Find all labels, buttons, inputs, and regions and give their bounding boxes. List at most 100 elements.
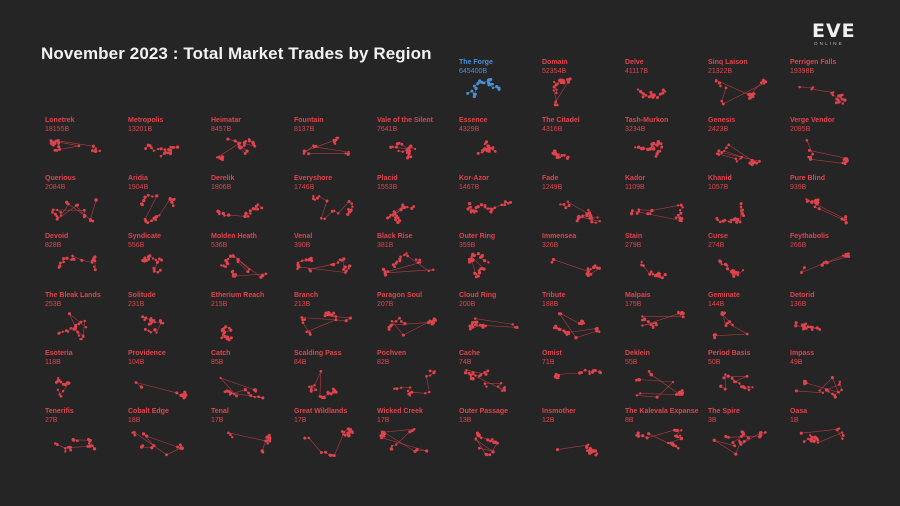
map-system: [506, 201, 510, 205]
map-system: [175, 391, 179, 395]
map-system: [230, 270, 234, 274]
map-system: [812, 439, 816, 443]
map-link: [56, 204, 78, 220]
map-link: [220, 377, 255, 391]
map-system: [715, 152, 719, 155]
map-system: [712, 333, 717, 337]
region-kador: Kador 1109B: [625, 175, 705, 231]
map-system: [131, 431, 134, 434]
map-system: [484, 372, 488, 376]
map-system: [741, 269, 745, 272]
region-name: The Kalevala Expanse: [625, 408, 699, 415]
map-system: [247, 391, 250, 395]
map-system: [649, 373, 654, 377]
map-system: [150, 146, 153, 150]
region-verge-vendor: Verge Vendor 2095B: [790, 117, 870, 173]
map-link: [732, 436, 742, 443]
map-system: [473, 320, 476, 324]
map-link: [647, 429, 675, 439]
map-system: [149, 317, 153, 321]
map-system: [335, 136, 338, 140]
map-system: [72, 327, 76, 331]
region-outer-passage: Outer Passage 13B: [459, 408, 539, 464]
map-system: [476, 151, 480, 155]
region-value: 175B: [625, 301, 642, 308]
map-link: [314, 146, 349, 153]
region-name: Molden Heath: [211, 233, 257, 240]
map-system: [731, 441, 735, 445]
map-system: [168, 198, 171, 201]
map-system: [346, 431, 349, 434]
map-system: [175, 145, 180, 149]
map-link: [411, 392, 426, 394]
map-link: [817, 432, 843, 443]
map-system: [589, 446, 592, 450]
region-value: 52354B: [542, 68, 567, 75]
region-map-glyph: [220, 325, 233, 342]
map-system: [61, 330, 64, 333]
map-system: [476, 205, 480, 209]
region-map-glyph: [216, 203, 264, 219]
map-system: [246, 215, 250, 218]
map-system: [595, 266, 599, 270]
region-pochven: Pochven 82B: [377, 350, 457, 406]
map-system: [226, 137, 230, 141]
map-system: [720, 263, 723, 266]
map-link: [836, 429, 843, 440]
region-value: 231B: [128, 301, 145, 308]
map-system: [637, 378, 641, 381]
region-map-glyph: [794, 376, 843, 399]
map-system: [478, 271, 482, 275]
region-value: 556B: [128, 242, 145, 249]
map-system: [728, 220, 731, 223]
map-system: [649, 323, 652, 326]
map-system: [139, 445, 144, 449]
map-system: [324, 311, 328, 315]
map-system: [759, 431, 762, 435]
map-system: [804, 381, 808, 385]
map-system: [169, 145, 172, 149]
map-system: [94, 147, 97, 150]
map-link: [308, 437, 322, 453]
map-system: [727, 143, 731, 147]
region-name: Wicked Creek: [377, 408, 423, 415]
map-system: [837, 100, 841, 104]
map-system: [588, 370, 591, 373]
map-system: [589, 268, 592, 271]
map-system: [733, 380, 736, 384]
map-system: [323, 314, 327, 318]
map-system: [343, 434, 347, 437]
map-system: [831, 94, 835, 97]
region-value: 13201B: [128, 126, 153, 133]
map-link: [426, 376, 430, 393]
map-system: [564, 206, 568, 210]
region-feythabolis: Feythabolis 266B: [790, 233, 870, 289]
map-link: [735, 442, 741, 455]
region-map-glyph: [719, 373, 754, 392]
map-system: [728, 320, 732, 324]
map-system: [636, 88, 640, 91]
region-the-bleak-lands: The Bleak Lands 253B: [45, 292, 125, 348]
map-system: [676, 213, 680, 217]
map-system: [395, 387, 399, 391]
map-system: [742, 439, 746, 444]
region-map-glyph: [134, 381, 188, 400]
map-system: [155, 214, 159, 219]
map-link: [796, 390, 824, 394]
region-name: Genesis: [708, 117, 736, 124]
map-system: [713, 336, 717, 340]
map-system: [243, 214, 247, 219]
map-link: [57, 444, 66, 449]
map-system: [736, 273, 740, 277]
logo-subtitle: ONLINE: [814, 41, 844, 46]
map-system: [555, 91, 558, 95]
map-system: [342, 268, 346, 271]
map-system: [400, 386, 403, 389]
map-system: [579, 371, 583, 374]
map-system: [76, 439, 79, 443]
map-system: [382, 430, 386, 434]
map-system: [343, 430, 346, 434]
region-map-glyph: [141, 315, 165, 334]
map-system: [148, 144, 152, 148]
map-system: [331, 262, 336, 267]
